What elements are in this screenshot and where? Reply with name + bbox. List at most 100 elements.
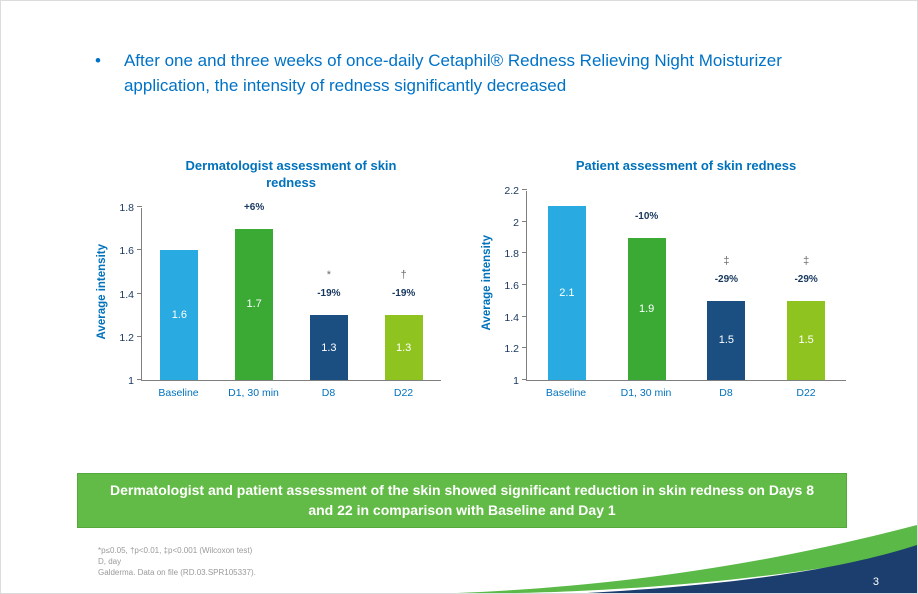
headline-bullet-item: • After one and three weeks of once-dail… [95,49,835,98]
y-tick-label: 2.2 [504,185,519,197]
chart-title: Dermatologist assessment of skin redness [185,158,397,190]
y-tick-label: 1.2 [119,331,134,344]
y-tick-label: 1.6 [119,245,134,258]
y-tick-label: 1.8 [504,248,519,261]
chart-title-wrap: Dermatologist assessment of skin redness [93,158,441,192]
y-tick-mark [522,315,527,317]
y-tick-mark [522,284,527,285]
significance-marker: † [400,269,407,282]
x-axis-label: D22 [796,387,816,399]
page-number: 3 [872,576,879,588]
footnote-line: *p≤0.05, †p<0.01, ‡p<0.001 (Wilcoxon tes… [98,546,253,555]
percent-change-label: -29% [794,273,818,285]
chart-body: Average intensity 1 1.2 1.4 1.6 1.8 1.6 1.7 +6… [93,202,441,399]
bar: 1.5 [707,300,746,380]
bar: 1.6 [160,250,199,380]
x-axis-label: D22 [393,387,414,399]
y-tick-mark [137,249,142,251]
y-axis-title-wrap: Average intensity [93,208,111,399]
y-axis-title-wrap: Average intensity [478,191,496,399]
bar-slot: 1.5 -29% ‡ [766,191,846,380]
x-axis-labels: Baseline D1, 30 min D8 D22 [526,387,846,399]
percent-change-label: -19% [391,288,416,300]
chart-dermatologist-assessment: Dermatologist assessment of skin redness… [93,158,441,399]
x-axis-label: D1, 30 min [620,387,672,399]
y-tick-label: 1.6 [504,280,519,292]
footnotes: *p≤0.05, †p<0.01, ‡p<0.001 (Wilcoxon tes… [98,545,256,579]
chart-body: Average intensity 1 1.2 1.4 1.6 1.8 2 2.2 2.1 1… [478,185,846,399]
x-axis-label: D1, 30 min [228,387,279,399]
bar-value-label: 1.3 [395,341,412,354]
bar-slot: 2.1 [527,191,607,380]
bar-slot: 1.5 -29% ‡ [687,191,767,380]
bar: 2.1 [547,205,586,380]
bar: 1.3 [309,315,348,380]
bar: 1.5 [787,300,826,380]
footnote-line: D, day [98,557,122,567]
bar-slot: 1.7 +6% [217,202,292,380]
y-tick-label: 1.4 [504,311,519,324]
significance-marker: * [326,269,332,282]
y-axis-title: Average intensity [481,235,493,331]
y-tick-label: 1.4 [119,288,134,301]
plot-column: 2.1 1.9 -10% 1.5 -29% ‡ 1.5 -29% ‡ Baseline D1, 3… [522,189,846,399]
y-tick-label: 1 [128,375,134,387]
y-tick-mark [522,189,527,190]
bar-value-label: 2.1 [559,286,575,299]
x-axis-label: Baseline [158,387,199,399]
bar-slot: 1.9 -10% [607,191,687,380]
y-tick-mark [522,379,527,380]
bar-value-label: 1.5 [718,334,735,347]
bar-slot: 1.3 -19% † [366,208,441,380]
plot-area: 1.6 1.7 +6% 1.3 -19% * 1.3 -19% † [137,202,441,381]
y-tick-mark [137,206,142,207]
y-tick-mark [137,335,142,337]
bar-slot: 1.3 -19% * [292,208,367,380]
percent-change-label: -19% [317,288,341,300]
significance-marker: ‡ [803,254,810,267]
chart-patient-assessment: Patient assessment of skin redness Avera… [478,157,846,399]
x-axis-label: Baseline [545,387,587,399]
x-axis-label: D8 [321,387,336,399]
bar-value-label: 1.9 [638,302,655,315]
bar-value-label: 1.7 [246,298,262,311]
bar: 1.3 [384,315,423,380]
plot-area: 2.1 1.9 -10% 1.5 -29% ‡ 1.5 -29% ‡ [522,189,846,381]
bar-value-label: 1.6 [171,309,188,322]
swoosh-navy-band [587,545,917,593]
swoosh-green-band [457,525,917,593]
bar-slot: 1.6 [142,208,217,380]
footnote-line: Galderma. Data on file (RD.03.SPR105337)… [98,568,256,578]
headline-text: After one and three weeks of once-daily … [123,51,782,95]
x-axis-labels: Baseline D1, 30 min D8 D22 [141,387,441,399]
chart-title: Patient assessment of skin redness [575,158,797,173]
conclusion-banner: Dermatologist and patient assessment of … [77,473,847,529]
percent-change-label: -10% [634,210,659,222]
footer-swoosh-decoration [457,525,917,593]
y-tick-label: 2 [513,216,519,229]
y-tick-label: 1.8 [119,202,134,214]
y-tick-mark [137,379,142,380]
y-tick-label: 1 [513,375,519,387]
y-tick-mark [522,347,527,349]
charts-row: Dermatologist assessment of skin redness… [93,157,846,399]
y-tick-label: 1.2 [504,343,519,356]
y-tick-mark [522,220,527,222]
y-axis-title: Average intensity [96,243,108,340]
percent-change-label: +6% [243,201,265,213]
bullet-icon: • [95,51,101,70]
x-axis-label: D8 [719,387,733,399]
bar: 1.9 [627,237,666,380]
chart-title-wrap: Patient assessment of skin redness [478,157,846,175]
y-axis-ticks: 1 1.2 1.4 1.6 1.8 2 2.2 [496,185,526,387]
significance-marker: ‡ [723,254,730,267]
bar: 1.7 [235,228,274,380]
y-tick-mark [522,252,527,254]
bar-value-label: 1.5 [798,334,814,347]
percent-change-label: -29% [714,273,739,285]
plot-column: 1.6 1.7 +6% 1.3 -19% * 1.3 -19% † Baseline D1, 30… [137,202,441,399]
y-axis-ticks: 1 1.2 1.4 1.6 1.8 [111,202,141,387]
y-tick-mark [137,292,142,294]
bar-value-label: 1.3 [321,341,337,354]
